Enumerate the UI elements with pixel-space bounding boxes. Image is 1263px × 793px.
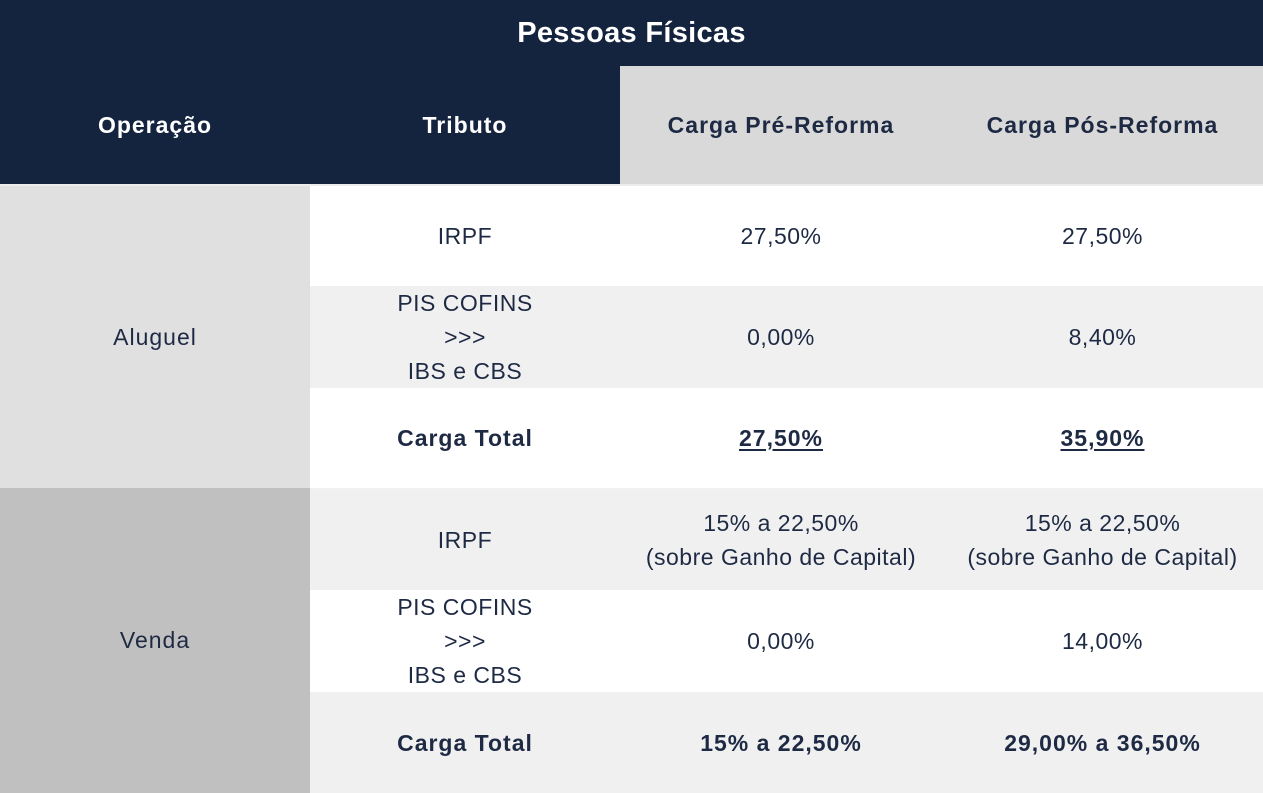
- table-title: Pessoas Físicas: [0, 0, 1263, 66]
- value-line: 27,50%: [740, 223, 822, 249]
- value-line: 14,00%: [1061, 628, 1143, 654]
- value-line: 8,40%: [1068, 324, 1137, 350]
- venda-irpf-tributo: IRPF: [310, 490, 620, 590]
- header-carga-pre-reforma: Carga Pré-Reforma: [620, 66, 942, 184]
- tributo-line: IRPF: [437, 223, 493, 249]
- aluguel-irpf-tributo: IRPF: [310, 186, 620, 286]
- venda-carga-total-pre: 15% a 22,50%: [620, 692, 942, 793]
- value-line: 15% a 22,50%: [1024, 510, 1181, 536]
- value-line: 29,00% a 36,50%: [1004, 729, 1201, 756]
- header-carga-pos-reforma: Carga Pós-Reforma: [942, 66, 1263, 184]
- venda-pis-cofins-tributo: PIS COFINS >>> IBS e CBS: [310, 590, 620, 692]
- value-line: 0,00%: [747, 628, 815, 654]
- venda-carga-total-label: Carga Total: [310, 692, 620, 793]
- aluguel-pis-cofins-pre: 0,00%: [620, 286, 942, 388]
- venda-irpf-pre: 15% a 22,50% (sobre Ganho de Capital): [620, 490, 942, 590]
- aluguel-irpf-pos: 27,50%: [942, 186, 1263, 286]
- venda-pis-cofins-pre: 0,00%: [620, 590, 942, 692]
- section-divider: [310, 488, 1263, 490]
- tributo-line: >>>: [444, 324, 486, 350]
- value-line: (sobre Ganho de Capital): [645, 544, 917, 570]
- venda-irpf-pos: 15% a 22,50% (sobre Ganho de Capital): [942, 490, 1263, 590]
- tributo-line: Carga Total: [397, 425, 533, 451]
- aluguel-carga-total-pos: 35,90%: [942, 388, 1263, 488]
- aluguel-carga-total-pre: 27,50%: [620, 388, 942, 488]
- tributo-line: IRPF: [437, 527, 493, 553]
- aluguel-irpf-pre: 27,50%: [620, 186, 942, 286]
- value-line: 0,00%: [747, 324, 815, 350]
- value-line: 27,50%: [1061, 223, 1143, 249]
- tributo-line: IBS e CBS: [407, 358, 523, 384]
- tributo-line: PIS COFINS: [397, 594, 533, 620]
- tributo-line: PIS COFINS: [397, 290, 533, 316]
- value-line: 35,90%: [1060, 425, 1145, 451]
- aluguel-carga-total-label: Carga Total: [310, 388, 620, 488]
- header-tributo: Tributo: [310, 66, 620, 184]
- tributo-line: >>>: [444, 628, 486, 654]
- value-line: (sobre Ganho de Capital): [967, 544, 1238, 570]
- tributo-line: IBS e CBS: [407, 662, 523, 688]
- operacao-aluguel: Aluguel: [0, 186, 310, 488]
- header-divider: [0, 184, 1263, 186]
- operacao-venda: Venda: [0, 488, 310, 793]
- value-line: 27,50%: [738, 425, 823, 451]
- venda-pis-cofins-pos: 14,00%: [942, 590, 1263, 692]
- venda-carga-total-pos: 29,00% a 36,50%: [942, 692, 1263, 793]
- aluguel-pis-cofins-pos: 8,40%: [942, 286, 1263, 388]
- header-operacao: Operação: [0, 66, 310, 184]
- value-line: 15% a 22,50%: [700, 729, 862, 756]
- value-line: 15% a 22,50%: [703, 510, 859, 536]
- aluguel-pis-cofins-tributo: PIS COFINS >>> IBS e CBS: [310, 286, 620, 388]
- tributo-line: Carga Total: [397, 729, 533, 756]
